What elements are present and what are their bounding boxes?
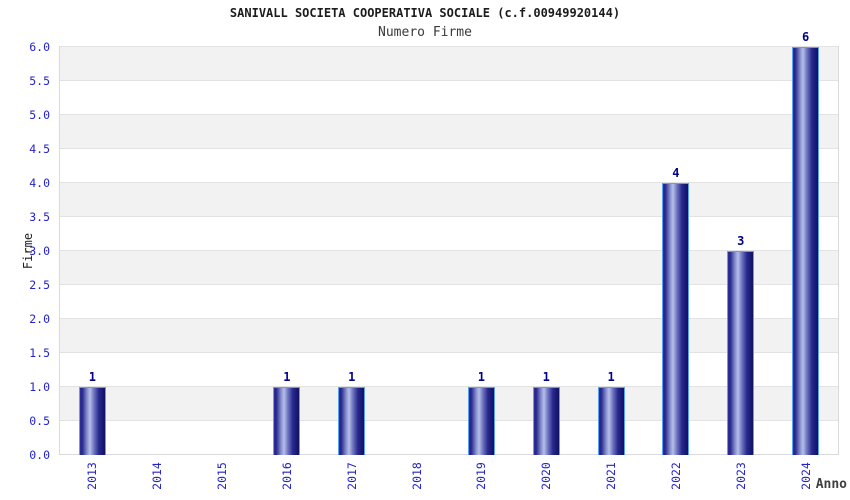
x-tick-label: 2021 (604, 462, 619, 490)
y-tick-label: 5.5 (29, 74, 50, 88)
bar-value-label: 1 (283, 370, 291, 384)
x-tick-label: 2013 (85, 462, 100, 490)
y-tick-label: 4.0 (29, 176, 50, 190)
bar-2013 (78, 387, 106, 455)
y-tick-label: 5.0 (29, 108, 50, 122)
x-tick-label: 2020 (539, 462, 554, 490)
bar-2016 (273, 387, 301, 455)
y-tick-label: 0.0 (29, 448, 50, 462)
y-tick-label: 2.0 (29, 312, 50, 326)
bar-value-label: 1 (477, 370, 486, 384)
y-tick-label: 1.0 (29, 380, 50, 394)
bar-value-label: 1 (607, 370, 615, 384)
plot-area (59, 46, 839, 455)
bar-2022 (662, 183, 690, 455)
bar-2017 (338, 387, 366, 455)
bar-2024 (792, 47, 820, 455)
y-tick-label: 6.0 (29, 40, 50, 54)
x-tick-label: 2018 (409, 462, 424, 490)
x-tick-label: 2019 (474, 462, 489, 490)
bar-2019 (467, 387, 495, 455)
x-tick-label: 2024 (798, 462, 813, 490)
y-tick-label: 3.0 (29, 244, 50, 258)
y-tick-label: 1.5 (29, 346, 50, 360)
bar-2020 (532, 387, 560, 455)
x-tick-label: 2014 (150, 462, 165, 490)
bar-2023 (727, 251, 755, 455)
x-tick-label: 2017 (344, 462, 359, 490)
y-tick-label: 3.5 (29, 210, 50, 224)
bar-value-label: 6 (801, 30, 810, 44)
y-axis-title: Firme (21, 232, 35, 270)
bar-value-label: 4 (672, 166, 680, 180)
x-tick-label: 2015 (215, 462, 230, 490)
bar-value-label: 1 (542, 370, 550, 384)
x-tick-label: 2016 (279, 462, 294, 490)
x-tick-label: 2023 (733, 462, 748, 490)
bar-2021 (597, 387, 625, 455)
bar-value-label: 1 (88, 370, 97, 384)
y-tick-label: 4.5 (29, 142, 50, 156)
y-tick-label: 2.5 (29, 278, 50, 292)
chart-title: SANIVALL SOCIETA COOPERATIVA SOCIALE (c.… (229, 6, 621, 20)
bar-value-label: 1 (348, 370, 356, 384)
bar-value-label: 3 (737, 234, 745, 248)
y-tick-label: 0.5 (29, 414, 50, 428)
x-tick-label: 2022 (668, 462, 683, 490)
x-axis-title: Anno (815, 477, 847, 492)
chart-subtitle: Numero Firme (378, 25, 472, 40)
